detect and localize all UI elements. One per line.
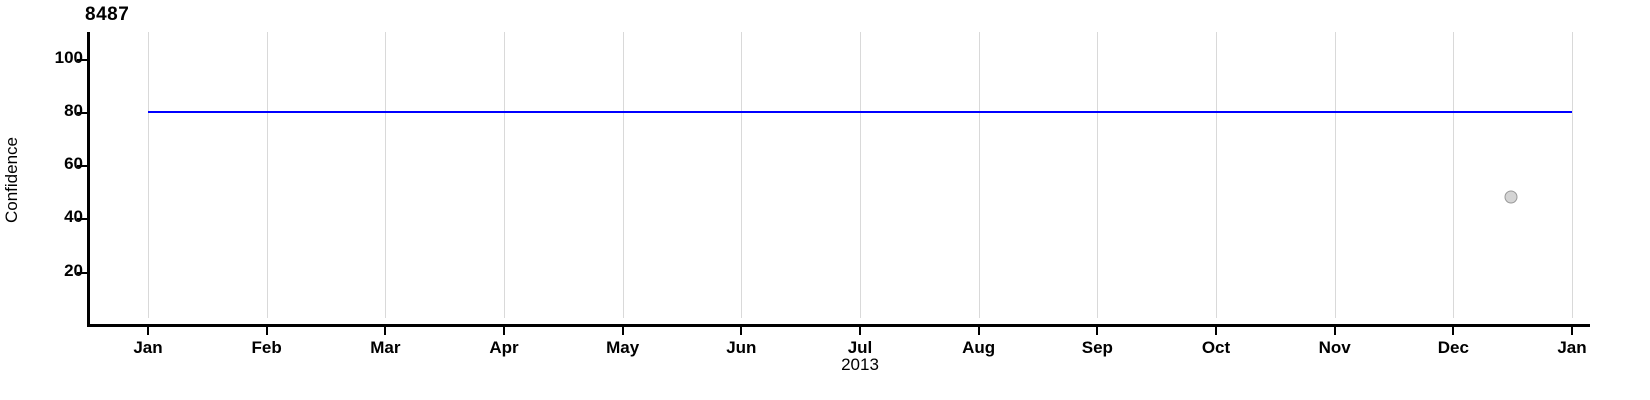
- y-axis-line: [87, 32, 90, 327]
- x-tick-label: Nov: [1318, 338, 1351, 357]
- gridline-vertical: [978, 32, 980, 318]
- gridline-vertical: [385, 32, 387, 318]
- gridline-vertical: [266, 32, 268, 318]
- x-tick-mark: [977, 325, 980, 335]
- data-point-marker[interactable]: [1504, 190, 1518, 204]
- x-tick-label: Aug: [962, 338, 996, 357]
- x-axis-title: 2013: [841, 355, 879, 374]
- y-tick-mark: [77, 111, 87, 114]
- x-tick-label: Jan: [133, 338, 163, 357]
- x-tick-mark: [384, 325, 387, 335]
- y-tick-mark: [77, 165, 87, 168]
- x-tick-mark: [1452, 325, 1455, 335]
- gridline-vertical: [741, 32, 743, 318]
- y-tick-label: 40: [64, 207, 83, 227]
- series-line-threshold: [148, 110, 1572, 113]
- chart-title: 8487: [85, 4, 130, 25]
- x-tick-label: Jan: [1557, 338, 1587, 357]
- y-tick-mark: [77, 58, 87, 61]
- x-tick-mark: [503, 325, 505, 335]
- y-tick-label: 100: [54, 47, 83, 67]
- gridline-vertical: [1334, 32, 1336, 318]
- y-tick-label: 20: [64, 260, 83, 280]
- x-tick-mark: [265, 325, 268, 335]
- gridline-vertical: [622, 32, 624, 318]
- x-tick-mark: [740, 325, 743, 335]
- x-tick-mark: [1333, 325, 1336, 335]
- y-tick-mark: [77, 271, 87, 274]
- x-tick-mark: [621, 325, 624, 335]
- x-tick-label: Sep: [1081, 338, 1113, 357]
- x-tick-mark: [147, 325, 149, 335]
- x-tick-label: Dec: [1437, 338, 1469, 357]
- x-tick-label: May: [606, 338, 640, 357]
- x-tick-label: Oct: [1201, 338, 1231, 357]
- y-tick-label: 60: [64, 154, 83, 174]
- x-tick-mark: [1096, 325, 1099, 335]
- x-tick-mark: [1215, 325, 1217, 335]
- x-tick-label: Jul: [847, 338, 873, 357]
- y-tick-mark: [77, 218, 87, 221]
- gridline-vertical: [1097, 32, 1099, 318]
- x-tick-label: Mar: [370, 338, 401, 357]
- x-tick-mark: [859, 325, 861, 335]
- gridline-vertical: [1216, 32, 1217, 318]
- x-axis-line: [87, 324, 1590, 327]
- x-tick-label: Jun: [726, 338, 757, 357]
- plot-area: [87, 32, 1590, 325]
- gridline-vertical: [860, 32, 861, 318]
- gridline-vertical: [1453, 32, 1455, 318]
- y-axis-title: Confidence: [2, 137, 21, 224]
- y-tick-label: 80: [64, 100, 83, 120]
- gridline-vertical: [1572, 32, 1573, 318]
- x-tick-mark: [1571, 325, 1573, 335]
- x-tick-label: Feb: [251, 338, 282, 357]
- gridline-vertical: [148, 32, 149, 318]
- gridline-vertical: [504, 32, 505, 318]
- x-tick-label: Apr: [489, 338, 519, 357]
